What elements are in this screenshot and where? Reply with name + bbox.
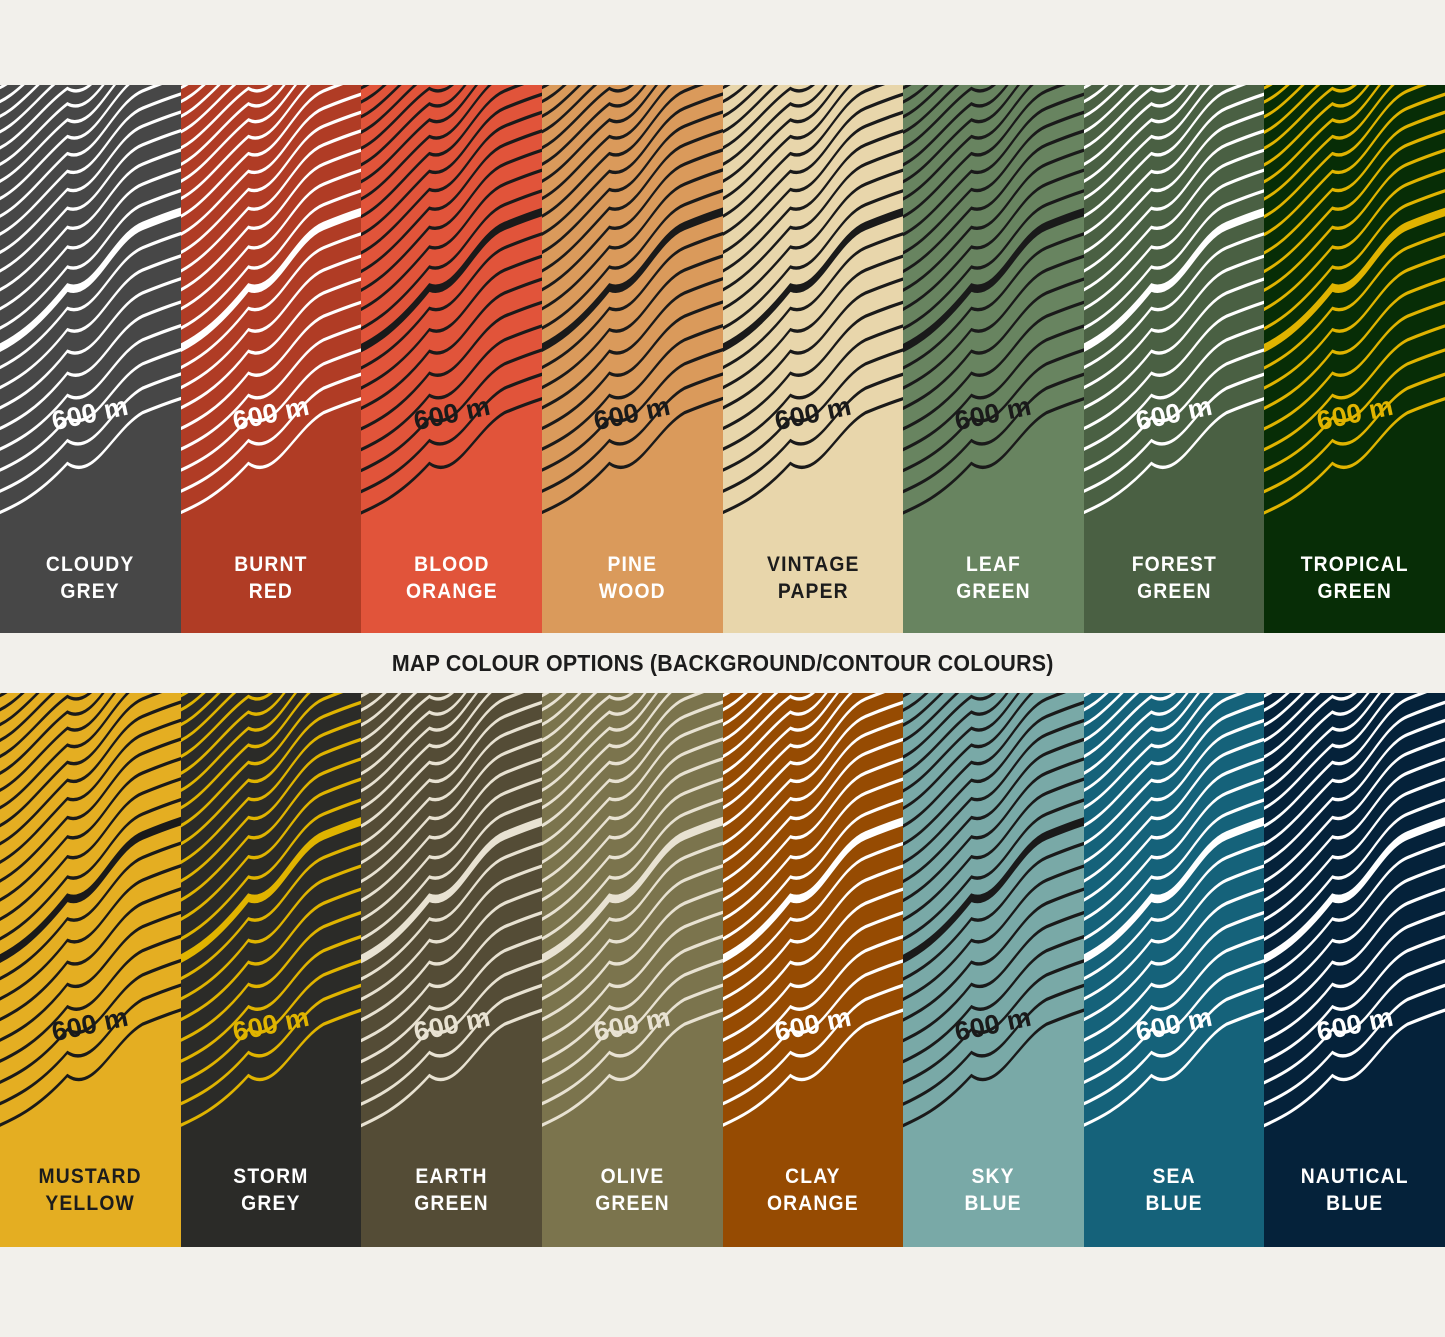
swatch-vintage-paper[interactable]: 600 m VINTAGE PAPER xyxy=(722,85,904,633)
swatch-name-storm-grey: STORM GREY xyxy=(233,1165,309,1215)
swatch-clay-orange[interactable]: 600 m CLAY ORANGE xyxy=(722,693,904,1247)
swatch-label-band: MUSTARD YELLOW xyxy=(0,1135,181,1247)
swatch-storm-grey[interactable]: 600 m STORM GREY xyxy=(180,693,362,1247)
swatch-earth-green[interactable]: 600 m EARTH GREEN xyxy=(361,693,542,1247)
swatch-label-band: SKY BLUE xyxy=(903,1135,1084,1247)
swatch-name-sky-blue: SKY BLUE xyxy=(964,1165,1023,1215)
swatch-cloudy-grey[interactable]: 600 m CLOUDY GREY xyxy=(0,85,181,633)
swatch-label-band: SEA BLUE xyxy=(1083,1135,1265,1247)
swatch-sky-blue[interactable]: 600 m SKY BLUE xyxy=(903,693,1084,1247)
swatch-label-band: CLAY ORANGE xyxy=(722,1135,904,1247)
top-margin xyxy=(0,0,1445,85)
swatch-olive-green[interactable]: 600 m OLIVE GREEN xyxy=(541,693,723,1247)
swatch-name-clay-orange: CLAY ORANGE xyxy=(766,1165,859,1215)
swatch-label-band: STORM GREY xyxy=(180,1135,362,1247)
swatch-label-band: PINE WOOD xyxy=(541,525,723,633)
swatch-name-leaf-green: LEAF GREEN xyxy=(956,553,1031,603)
swatch-name-blood-orange: BLOOD ORANGE xyxy=(405,553,498,603)
contour-pattern xyxy=(722,85,904,633)
swatch-name-vintage-paper: VINTAGE PAPER xyxy=(766,553,860,603)
swatch-label-band: CLOUDY GREY xyxy=(0,525,181,633)
contour-pattern xyxy=(903,693,1084,1247)
swatch-label-band: OLIVE GREEN xyxy=(541,1135,723,1247)
swatch-leaf-green[interactable]: 600 m LEAF GREEN xyxy=(903,85,1084,633)
contour-pattern xyxy=(0,693,181,1247)
contour-pattern xyxy=(1264,85,1445,633)
swatch-tropical-green[interactable]: 600 m TROPICAL GREEN xyxy=(1264,85,1445,633)
swatch-name-pine-wood: PINE WOOD xyxy=(598,553,666,603)
swatch-name-olive-green: OLIVE GREEN xyxy=(594,1165,670,1215)
swatch-label-band: BLOOD ORANGE xyxy=(361,525,542,633)
swatch-blood-orange[interactable]: 600 m BLOOD ORANGE xyxy=(361,85,542,633)
contour-pattern xyxy=(722,693,904,1247)
top-swatch-row: 600 m CLOUDY GREY 600 m BURNT RED 600 m BLOOD… xyxy=(0,85,1445,633)
contour-pattern xyxy=(1083,693,1265,1247)
contour-pattern xyxy=(541,693,723,1247)
swatch-label-band: BURNT RED xyxy=(180,525,362,633)
swatch-name-tropical-green: TROPICAL GREEN xyxy=(1300,553,1409,603)
swatch-nautical-blue[interactable]: 600 m NAUTICAL BLUE xyxy=(1264,693,1445,1247)
swatch-name-nautical-blue: NAUTICAL BLUE xyxy=(1300,1165,1409,1215)
swatch-label-band: VINTAGE PAPER xyxy=(722,525,904,633)
caption-bar: MAP COLOUR OPTIONS (BACKGROUND/CONTOUR C… xyxy=(0,633,1445,693)
swatch-label-band: EARTH GREEN xyxy=(361,1135,542,1247)
bottom-margin xyxy=(0,1247,1445,1337)
contour-pattern xyxy=(1264,693,1445,1247)
swatch-forest-green[interactable]: 600 m FOREST GREEN xyxy=(1083,85,1265,633)
swatch-label-band: LEAF GREEN xyxy=(903,525,1084,633)
swatch-sea-blue[interactable]: 600 m SEA BLUE xyxy=(1083,693,1265,1247)
swatch-burnt-red[interactable]: 600 m BURNT RED xyxy=(180,85,362,633)
contour-pattern xyxy=(180,85,362,633)
swatch-name-earth-green: EARTH GREEN xyxy=(414,1165,489,1215)
swatch-mustard-yellow[interactable]: 600 m MUSTARD YELLOW xyxy=(0,693,181,1247)
swatch-name-cloudy-grey: CLOUDY GREY xyxy=(46,553,135,603)
swatch-name-mustard-yellow: MUSTARD YELLOW xyxy=(38,1165,142,1215)
swatch-name-sea-blue: SEA BLUE xyxy=(1145,1165,1203,1215)
contour-pattern xyxy=(1083,85,1265,633)
contour-pattern xyxy=(361,693,542,1247)
swatch-name-burnt-red: BURNT RED xyxy=(234,553,308,603)
swatch-name-forest-green: FOREST GREEN xyxy=(1131,553,1217,603)
swatch-label-band: FOREST GREEN xyxy=(1083,525,1265,633)
contour-pattern xyxy=(361,85,542,633)
caption-label: MAP COLOUR OPTIONS (BACKGROUND/CONTOUR C… xyxy=(391,649,1054,676)
swatch-label-band: TROPICAL GREEN xyxy=(1264,525,1445,633)
swatch-pine-wood[interactable]: 600 m PINE WOOD xyxy=(541,85,723,633)
contour-pattern xyxy=(0,85,181,633)
contour-pattern xyxy=(180,693,362,1247)
contour-pattern xyxy=(903,85,1084,633)
contour-pattern xyxy=(541,85,723,633)
swatch-label-band: NAUTICAL BLUE xyxy=(1264,1135,1445,1247)
